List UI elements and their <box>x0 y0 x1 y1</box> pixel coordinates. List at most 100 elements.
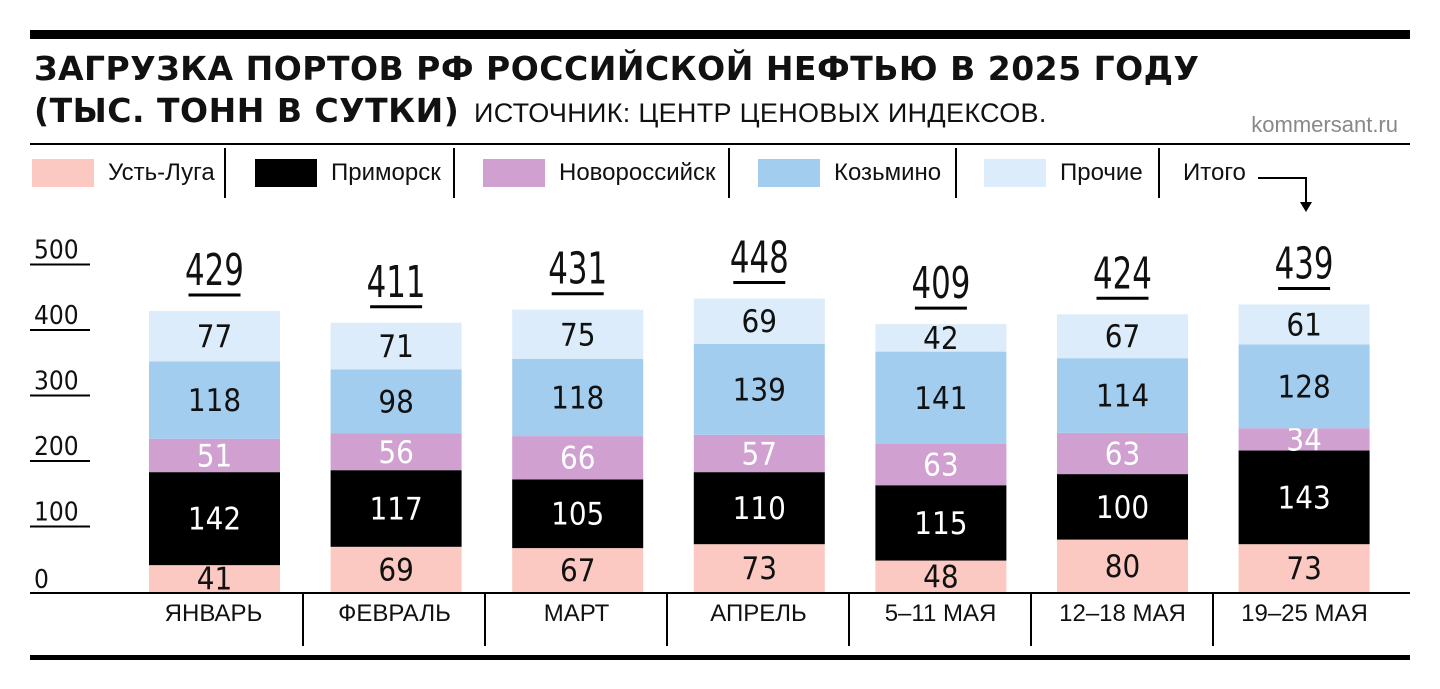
bar-segment <box>330 369 462 434</box>
stacked-bar-chart: 0100200300400500411425111877429691175698… <box>30 232 1370 598</box>
legend-swatch-primorsk <box>255 159 317 187</box>
legend-swatch-novorossiysk <box>483 159 545 187</box>
bar-value-label: 69 <box>378 552 413 588</box>
bar-value-label: 73 <box>742 551 777 587</box>
bar-segment <box>330 322 462 370</box>
bar-value-label: 69 <box>742 304 777 340</box>
y-tick-label: 500 <box>34 236 79 266</box>
bar-total-label: 448 <box>730 232 789 283</box>
legend-divider <box>224 148 226 198</box>
bar-segment <box>512 358 644 437</box>
legend-item-kozmino: Козьмино <box>758 148 941 198</box>
month-divider <box>1212 594 1214 646</box>
bar-segment <box>875 485 1007 561</box>
site-credit: kommersant.ru <box>1251 112 1398 137</box>
axis-baseline <box>30 592 1410 594</box>
y-tick-label: 400 <box>34 301 79 331</box>
bar-segment <box>149 565 280 592</box>
bar-value-label: 67 <box>1105 319 1140 355</box>
bar-total-label: 429 <box>185 245 244 296</box>
legend-divider <box>728 148 730 198</box>
month-label: ЯНВАРЬ <box>164 600 263 627</box>
bar-segment <box>149 438 280 473</box>
bar-value-label: 42 <box>923 321 958 357</box>
bar-segment <box>875 324 1007 352</box>
bar-value-label: 115 <box>914 506 967 542</box>
legend-label-primorsk: Приморск <box>331 159 441 186</box>
bar-value-label: 48 <box>923 559 958 595</box>
bar-segment <box>1238 544 1370 592</box>
legend-item-total: Итого <box>1183 148 1246 198</box>
legend-item-other: Прочие <box>984 148 1143 198</box>
legend-label-total: Итого <box>1183 159 1246 186</box>
bar-segment <box>693 434 825 473</box>
bar-segment <box>512 436 644 480</box>
legend-label-kozmino: Козьмино <box>834 159 942 186</box>
legend-divider <box>955 148 957 198</box>
legend-divider <box>453 148 455 198</box>
chart-subtitle: (ТЫС. ТОНН В СУТКИ) <box>34 91 460 130</box>
bar-value-label: 110 <box>733 491 786 527</box>
legend-label-novorossiysk: Новороссийск <box>559 159 716 186</box>
bar-value-label: 98 <box>378 384 413 420</box>
bar-value-label: 105 <box>551 497 604 533</box>
bar-total-label: 409 <box>911 258 970 309</box>
bar-segment <box>1057 358 1188 433</box>
y-tick-label: 200 <box>34 432 79 462</box>
bar-value-label: 128 <box>1277 369 1330 405</box>
month-label: 5–11 МАЯ <box>884 600 997 627</box>
bar-segment <box>1238 428 1370 451</box>
bar-segment <box>1057 432 1188 475</box>
bar-total-label: 439 <box>1275 238 1334 289</box>
bar-segment <box>693 544 825 592</box>
bar-segment <box>693 343 825 435</box>
month-divider <box>1030 594 1032 646</box>
month-label: МАРТ <box>543 600 610 627</box>
month-label: ФЕВРАЛЬ <box>338 600 451 627</box>
bar-value-label: 34 <box>1286 422 1321 458</box>
bar-segment <box>512 548 644 592</box>
bar-segment <box>330 470 462 547</box>
y-tick-label: 300 <box>34 367 79 397</box>
bar-total-label: 411 <box>367 257 426 308</box>
bar-value-label: 56 <box>378 435 413 471</box>
bar-total-label: 424 <box>1093 248 1152 299</box>
legend-label-other: Прочие <box>1060 159 1143 186</box>
bar-value-label: 118 <box>188 383 241 419</box>
bar-value-label: 139 <box>733 372 786 408</box>
bar-value-label: 63 <box>1105 436 1140 472</box>
bar-value-label: 63 <box>923 448 958 484</box>
bar-segment <box>875 351 1007 444</box>
bar-segment <box>149 311 280 362</box>
bar-segment <box>512 309 644 359</box>
legend-label-ust-luga: Усть-Луга <box>108 159 215 186</box>
bar-segment <box>1238 450 1370 545</box>
bar-segment <box>875 443 1007 486</box>
month-label: АПРЕЛЬ <box>710 600 807 627</box>
bar-value-label: 66 <box>560 441 595 477</box>
month-divider <box>666 594 668 646</box>
bar-value-label: 143 <box>1277 480 1330 516</box>
bar-value-label: 57 <box>742 436 777 472</box>
bar-segment <box>1238 304 1370 345</box>
top-rule <box>30 30 1410 39</box>
y-tick-label: 0 <box>34 565 49 595</box>
legend-item-ust-luga: Усть-Луга <box>32 148 215 198</box>
month-divider <box>848 594 850 646</box>
bar-value-label: 100 <box>1096 490 1149 526</box>
bar-value-label: 77 <box>197 319 232 355</box>
legend-item-novorossiysk: Новороссийск <box>483 148 716 198</box>
bar-value-label: 41 <box>197 562 232 598</box>
bar-segment <box>1238 344 1370 429</box>
total-arrow-icon <box>1258 177 1312 212</box>
bar-value-label: 141 <box>914 381 967 417</box>
legend-swatch-other <box>984 159 1046 187</box>
bar-value-label: 71 <box>378 329 413 365</box>
legend-item-primorsk: Приморск <box>255 148 441 198</box>
bar-segment <box>1057 474 1188 540</box>
bar-value-label: 118 <box>551 380 604 416</box>
bar-segment <box>330 433 462 471</box>
bar-total-label: 431 <box>548 244 607 295</box>
bar-segment <box>149 472 280 566</box>
bar-value-label: 73 <box>1286 551 1321 587</box>
